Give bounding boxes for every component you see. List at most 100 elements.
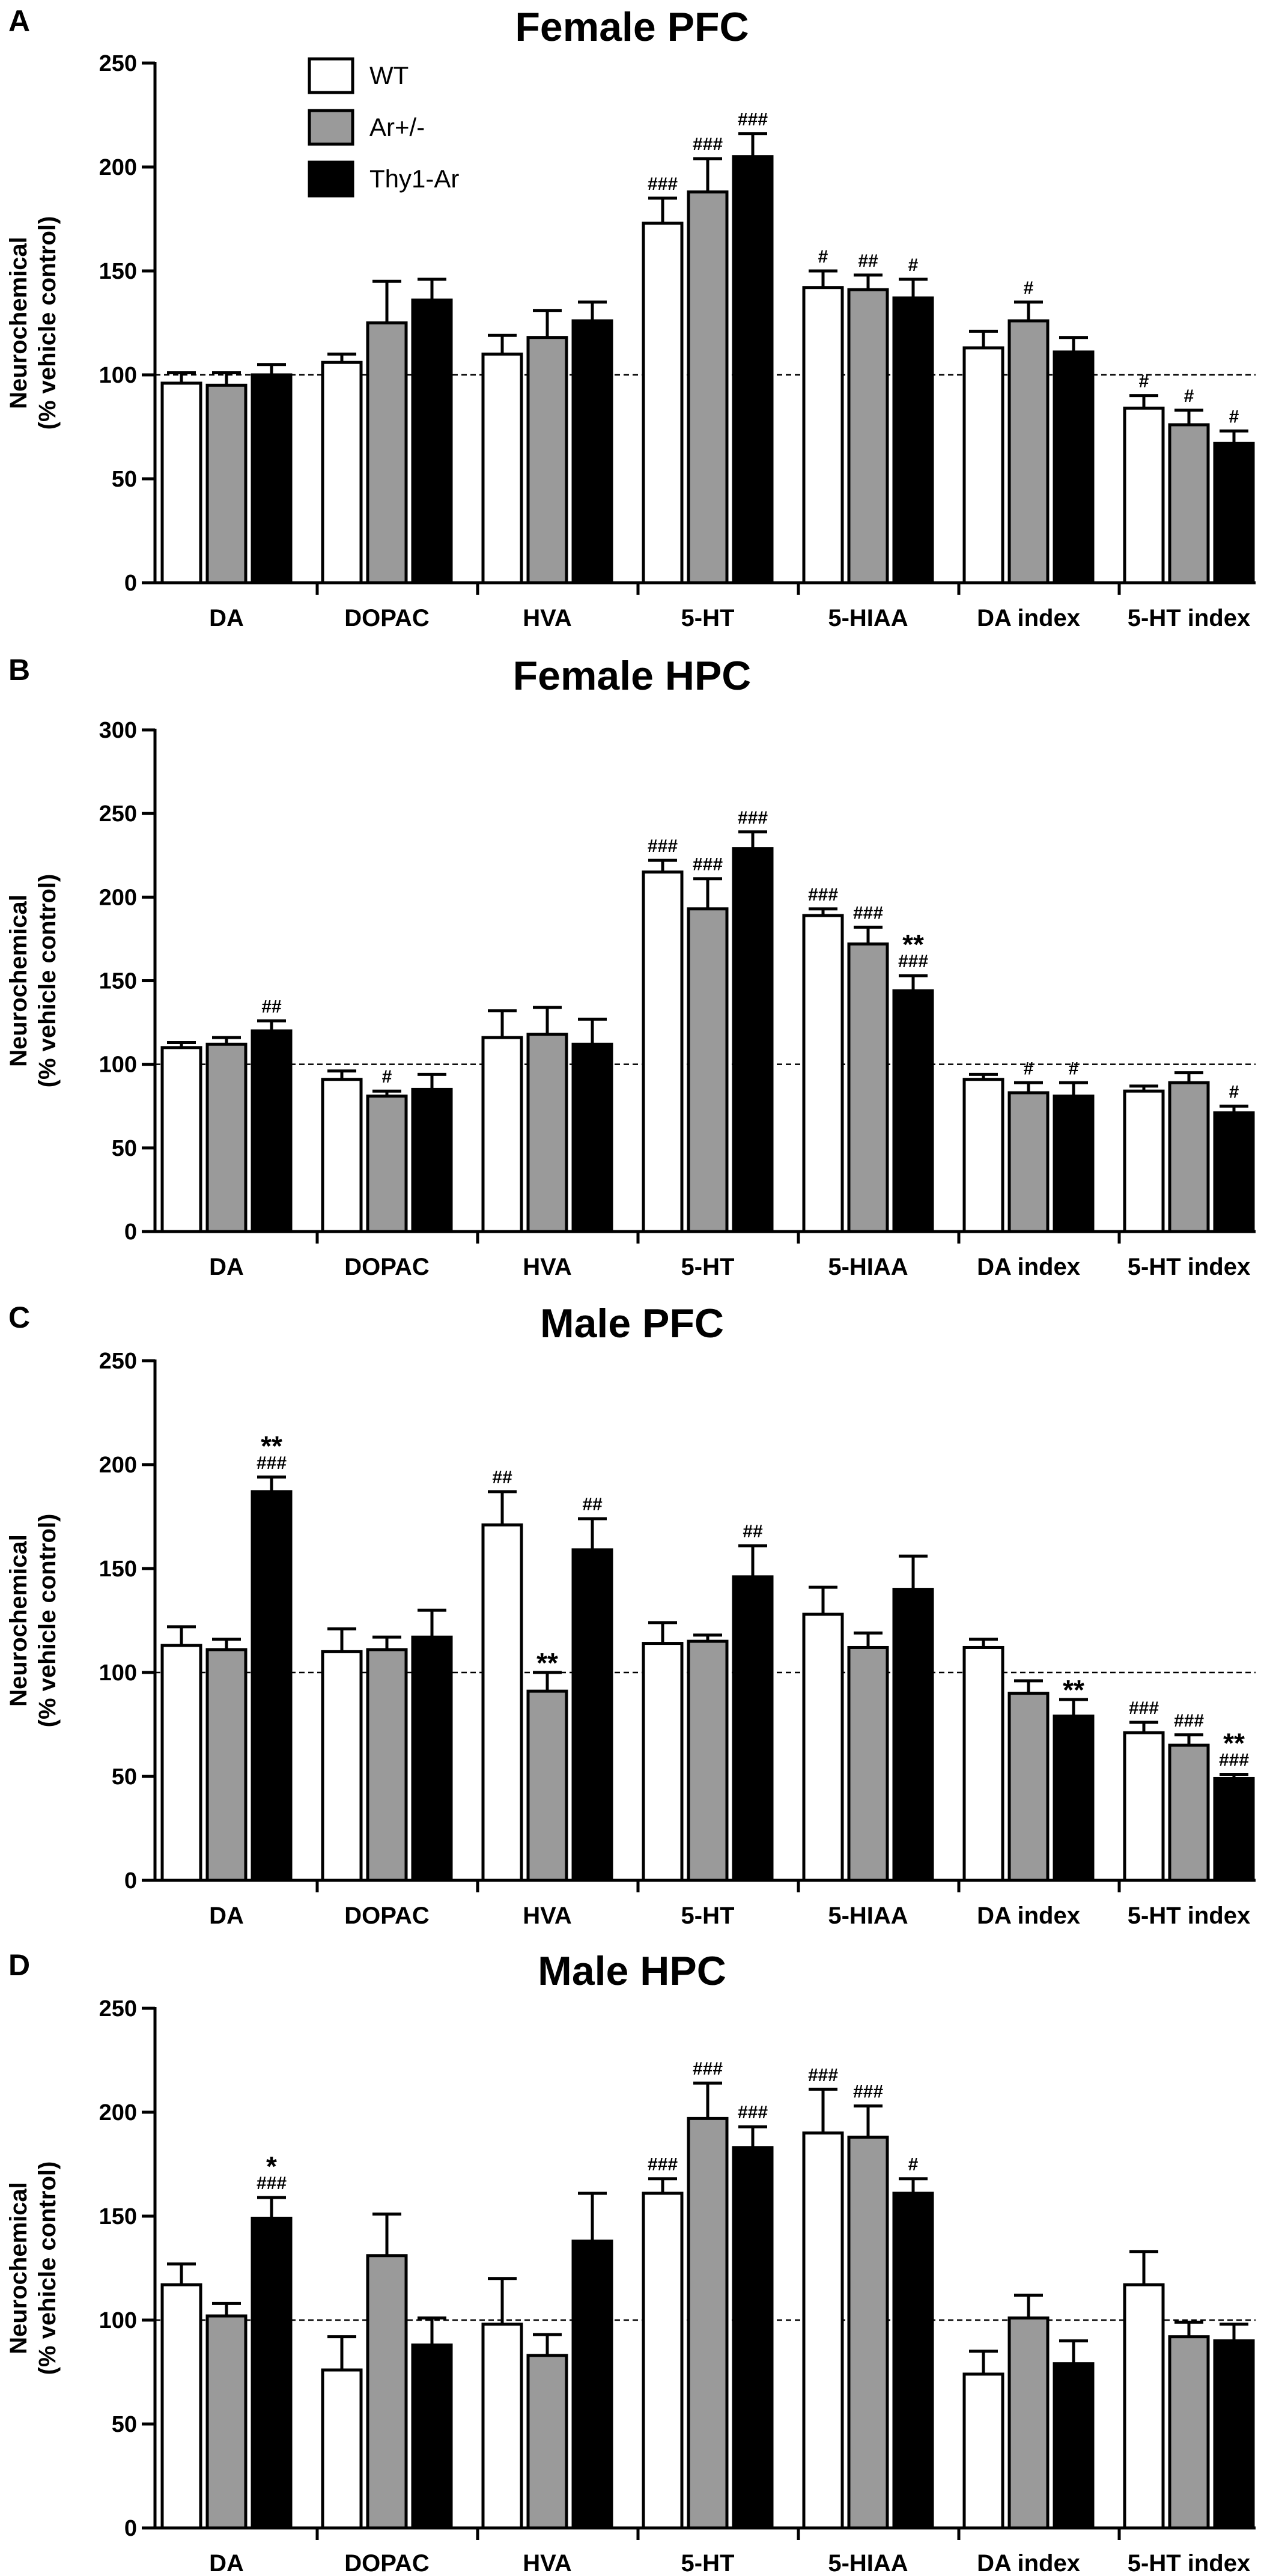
bar-ar- — [526, 336, 568, 585]
category-label: 5-HIAA — [828, 1903, 908, 1929]
y-axis-label-units: (% vehicle control) — [34, 216, 61, 430]
bar-wt — [1123, 406, 1165, 585]
bar-ar- — [847, 2136, 889, 2530]
bar-thy1-ar — [571, 1042, 613, 1233]
bar-thy1-ar — [251, 2216, 293, 2530]
significance-label: ** — [902, 929, 924, 960]
bar-wt — [642, 870, 684, 1233]
bar-wt — [321, 360, 363, 585]
y-tick-label: 100 — [99, 363, 137, 388]
significance-label: * — [266, 2151, 277, 2182]
significance-label: ** — [261, 1430, 282, 1462]
category-label: DOPAC — [344, 605, 429, 631]
y-tick-label: 250 — [99, 1349, 137, 1374]
bar-thy1-ar — [892, 1588, 934, 1882]
y-tick-label: 200 — [99, 155, 137, 180]
bar-ar- — [1168, 2335, 1210, 2530]
y-axis-label: Neurochemical — [5, 237, 32, 409]
panel-title: Female HPC — [513, 653, 752, 699]
bar-thy1-ar — [732, 2146, 774, 2530]
significance-label: # — [382, 1067, 392, 1087]
bar-thy1-ar — [892, 296, 934, 585]
bar-wt — [160, 1046, 202, 1233]
bar-ar- — [847, 942, 889, 1233]
significance-label: ### — [1219, 1751, 1249, 1770]
y-tick-label: 150 — [99, 1557, 137, 1582]
bar-ar- — [366, 1095, 408, 1233]
bar-wt — [962, 346, 1004, 585]
y-tick-label: 50 — [112, 1136, 137, 1161]
legend: WT Ar+/- Thy1-Ar — [308, 57, 459, 198]
category-label: HVA — [523, 1903, 571, 1929]
bar-wt — [642, 1642, 684, 1882]
bar-ar- — [1007, 1692, 1050, 1882]
legend-swatch — [308, 160, 354, 198]
significance-label: ## — [582, 1495, 603, 1514]
chart-panel-a: A Female PFC Neurochemical (% vehicle contr… — [5, 4, 1256, 631]
significance-label: ### — [648, 174, 678, 194]
bar-thy1-ar — [1053, 1715, 1095, 1882]
bar-wt — [802, 1612, 844, 1882]
significance-label: ### — [808, 885, 838, 905]
panel-letter: D — [8, 1948, 30, 1982]
bar-ar- — [1007, 1091, 1050, 1233]
bar-thy1-ar — [571, 319, 613, 585]
bar-ar- — [847, 1645, 889, 1882]
significance-label: ### — [1129, 1698, 1159, 1718]
category-label: DA — [209, 1254, 244, 1280]
y-tick-label: 100 — [99, 1660, 137, 1686]
bar-ar- — [1168, 423, 1210, 585]
bar-ar- — [366, 321, 408, 585]
significance-label: ### — [257, 2174, 287, 2193]
bar-wt — [802, 2131, 844, 2530]
bar-wt — [321, 1650, 363, 1882]
bar-wt — [1123, 1731, 1165, 1882]
significance-label: ### — [738, 808, 768, 828]
bar-ar- — [1168, 1743, 1210, 1882]
category-label: DA index — [977, 605, 1080, 631]
bar-ar- — [366, 1648, 408, 1882]
bar-wt — [321, 1078, 363, 1233]
y-tick-label: 100 — [99, 2308, 137, 2333]
bar-thy1-ar — [411, 1087, 453, 1233]
significance-label: ### — [648, 836, 678, 856]
category-label: 5-HT index — [1128, 1903, 1250, 1929]
y-tick-label: 50 — [112, 467, 137, 492]
significance-label: ### — [1174, 1711, 1204, 1731]
legend-swatch — [308, 57, 354, 94]
legend-label: WT — [369, 61, 409, 90]
y-axis-label: Neurochemical — [5, 2182, 32, 2354]
significance-label: # — [1069, 1059, 1079, 1078]
y-tick-label: 300 — [99, 718, 137, 743]
significance-label: ## — [743, 1522, 763, 1542]
bar-ar- — [687, 190, 729, 585]
bar-thy1-ar — [732, 1575, 774, 1882]
bar-thy1-ar — [571, 2240, 613, 2530]
bar-wt — [642, 2192, 684, 2530]
significance-label: ### — [648, 2155, 678, 2175]
category-label: DOPAC — [344, 2550, 429, 2576]
bar-ar- — [1007, 2316, 1050, 2530]
bar-wt — [802, 914, 844, 1233]
category-label: DA index — [977, 2550, 1080, 2576]
significance-label: ### — [898, 952, 928, 971]
category-label: 5-HT — [681, 1903, 735, 1929]
bar-thy1-ar — [411, 298, 453, 585]
y-axis-label: Neurochemical — [5, 1534, 32, 1707]
category-label: DA index — [977, 1254, 1080, 1280]
significance-label: ### — [257, 1453, 287, 1473]
y-tick-label: 250 — [99, 801, 137, 827]
category-label: 5-HT index — [1128, 605, 1250, 631]
bar-wt — [481, 352, 523, 585]
significance-label: # — [1024, 278, 1034, 298]
bar-thy1-ar — [411, 1635, 453, 1882]
panel-title: Male HPC — [538, 1948, 726, 1994]
y-tick-label: 0 — [124, 571, 137, 596]
chart-panel-b: B Female HPC Neurochemical (% vehicle contr… — [5, 653, 1256, 1280]
bar-ar- — [205, 2314, 248, 2530]
y-tick-label: 150 — [99, 2204, 137, 2229]
bar-wt — [321, 2368, 363, 2530]
category-label: 5-HT — [681, 2550, 735, 2576]
bar-ar- — [526, 2354, 568, 2530]
